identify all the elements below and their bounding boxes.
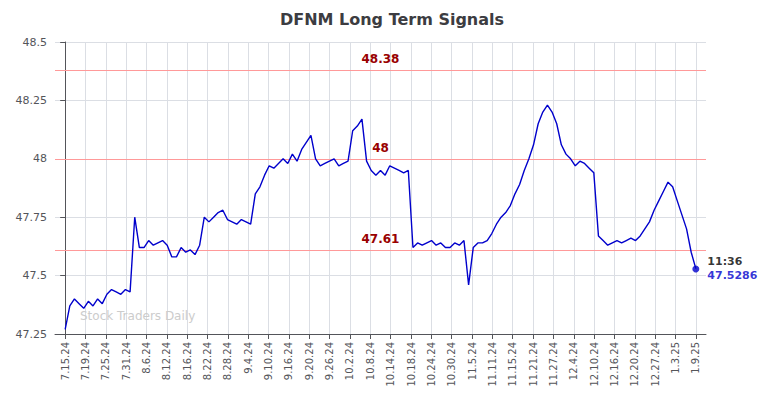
- svg-text:DFNM Long Term Signals: DFNM Long Term Signals: [280, 10, 504, 29]
- svg-text:12.10.24: 12.10.24: [589, 342, 600, 387]
- svg-text:47.5286: 47.5286: [707, 269, 757, 282]
- svg-text:47.5: 47.5: [23, 269, 48, 282]
- svg-text:9.4.24: 9.4.24: [243, 342, 254, 374]
- svg-text:9.26.24: 9.26.24: [324, 342, 335, 380]
- svg-text:Stock Traders Daily: Stock Traders Daily: [80, 309, 195, 323]
- svg-text:12.4.24: 12.4.24: [568, 342, 579, 380]
- svg-text:7.25.24: 7.25.24: [100, 342, 111, 380]
- svg-text:48.38: 48.38: [362, 52, 400, 66]
- svg-text:8.28.24: 8.28.24: [222, 342, 233, 380]
- svg-text:48.25: 48.25: [16, 94, 48, 107]
- svg-text:1.9.25: 1.9.25: [690, 342, 701, 374]
- svg-text:1.3.25: 1.3.25: [670, 342, 681, 374]
- svg-text:9.20.24: 9.20.24: [304, 342, 315, 380]
- svg-text:10.24.24: 10.24.24: [426, 342, 437, 387]
- svg-text:10.14.24: 10.14.24: [385, 342, 396, 387]
- svg-text:7.19.24: 7.19.24: [80, 342, 91, 380]
- svg-text:8.6.24: 8.6.24: [141, 342, 152, 374]
- svg-text:8.22.24: 8.22.24: [202, 342, 213, 380]
- svg-text:10.2.24: 10.2.24: [344, 342, 355, 380]
- svg-text:10.18.24: 10.18.24: [406, 342, 417, 387]
- svg-text:12.27.24: 12.27.24: [650, 342, 661, 387]
- svg-text:12.20.24: 12.20.24: [629, 342, 640, 387]
- svg-text:11.21.24: 11.21.24: [528, 342, 539, 387]
- svg-text:11.11.24: 11.11.24: [487, 342, 498, 387]
- svg-text:11.5.24: 11.5.24: [467, 342, 478, 380]
- svg-text:48.5: 48.5: [23, 36, 48, 49]
- svg-text:48: 48: [372, 141, 389, 155]
- svg-text:48: 48: [33, 152, 47, 165]
- svg-text:47.25: 47.25: [16, 328, 48, 341]
- svg-text:7.31.24: 7.31.24: [121, 342, 132, 380]
- svg-text:12.16.24: 12.16.24: [609, 342, 620, 387]
- svg-text:8.16.24: 8.16.24: [182, 342, 193, 380]
- svg-text:10.30.24: 10.30.24: [446, 342, 457, 387]
- svg-text:8.12.24: 8.12.24: [161, 342, 172, 380]
- svg-text:11:36: 11:36: [707, 255, 742, 268]
- svg-text:47.61: 47.61: [362, 232, 400, 246]
- svg-text:11.27.24: 11.27.24: [548, 342, 559, 387]
- svg-text:9.16.24: 9.16.24: [283, 342, 294, 380]
- svg-text:9.10.24: 9.10.24: [263, 342, 274, 380]
- svg-text:7.15.24: 7.15.24: [60, 342, 71, 380]
- svg-text:10.8.24: 10.8.24: [365, 342, 376, 380]
- svg-text:11.15.24: 11.15.24: [507, 342, 518, 387]
- svg-text:47.75: 47.75: [16, 211, 48, 224]
